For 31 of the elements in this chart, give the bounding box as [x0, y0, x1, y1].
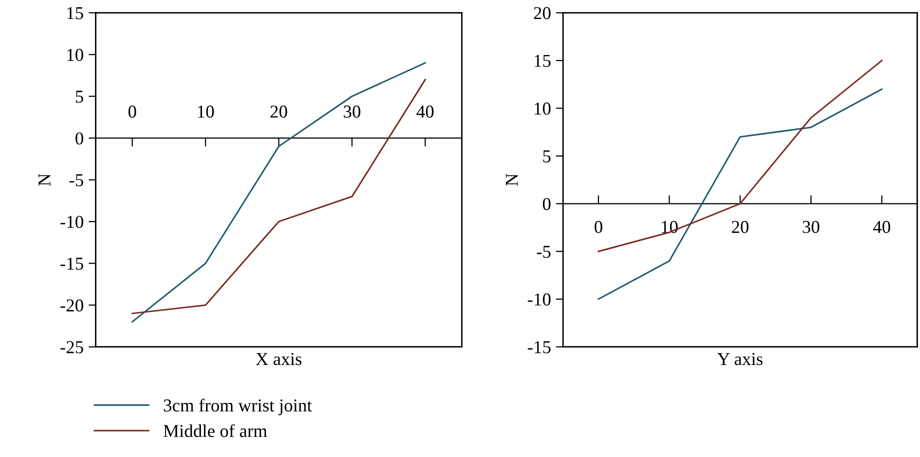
y-tick-label: 15 — [67, 7, 84, 20]
x-tick-label: 0 — [594, 220, 602, 234]
x-tick-label: 30 — [802, 220, 820, 234]
y-tick-label: 0 — [542, 198, 551, 210]
legend-label: 3cm from wrist joint — [164, 398, 312, 416]
y-tick-label: 20 — [534, 7, 551, 20]
y-axis-title: N — [38, 174, 50, 186]
x-axis-title: X axis — [256, 352, 302, 366]
y-tick-label: -20 — [60, 299, 84, 312]
x-tick-label: 10 — [198, 106, 214, 118]
y-tick-label: 15 — [534, 54, 551, 67]
y-tick-label: -15 — [60, 258, 84, 270]
y-axis-title: N — [506, 174, 518, 186]
x-tick-label: 20 — [732, 220, 748, 234]
y-tick-label: -10 — [60, 216, 84, 228]
x-tick-label: 20 — [270, 106, 288, 118]
x-axis-title: Y axis — [717, 352, 762, 366]
legend-label: Middle of arm — [164, 424, 268, 438]
x-tick-label: 40 — [873, 220, 890, 234]
y-tick-label: -25 — [60, 341, 84, 354]
y-tick-label: 10 — [67, 48, 84, 61]
y-tick-label: -15 — [528, 341, 551, 354]
y-tick-label: -10 — [528, 293, 551, 306]
y-tick-label: 5 — [543, 150, 551, 162]
x-tick-label: 30 — [344, 106, 360, 118]
x-tick-label: 0 — [128, 106, 136, 118]
y-tick-label: -5 — [70, 174, 84, 186]
y-tick-label: 5 — [76, 90, 84, 103]
y-tick-label: 0 — [76, 132, 84, 145]
y-tick-label: -5 — [536, 246, 551, 258]
x-tick-label: 40 — [416, 106, 434, 118]
